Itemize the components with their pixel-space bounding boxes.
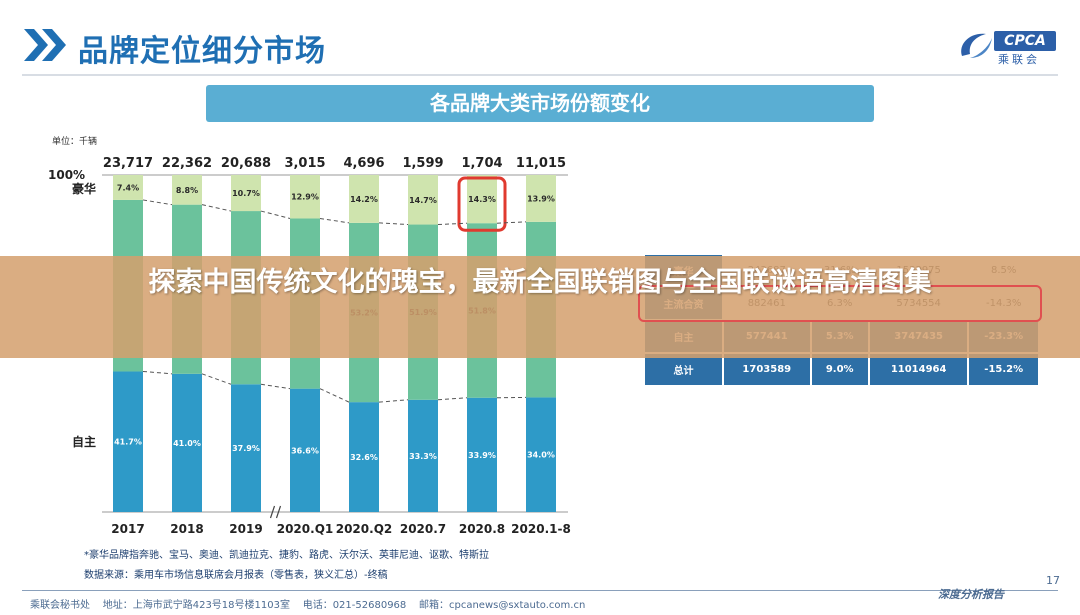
luxury-brand-footnote: *豪华品牌指奔驰、宝马、奥迪、凯迪拉克、捷豹、路虎、沃尔沃、英菲尼迪、讴歌、特斯… (84, 550, 489, 561)
headline-overlay (0, 256, 1080, 358)
data-label: 14.7% (409, 196, 437, 205)
axis-break-mark (269, 505, 276, 519)
chevron-right-icon (24, 29, 66, 61)
x-tick-label: 2020.Q1 (277, 522, 334, 536)
data-label: 37.9% (232, 444, 260, 453)
page-title: 品牌定位细分市场 (78, 34, 326, 69)
bar-segment (113, 371, 143, 512)
connector-line (260, 210, 291, 219)
data-label: 36.6% (291, 446, 319, 455)
title-divider (22, 74, 1058, 76)
connector-line (378, 222, 409, 226)
bar-segment (408, 175, 438, 225)
footer-divider (22, 590, 1058, 591)
x-tick-label: 2020.1-8 (511, 522, 571, 536)
bar-segment (526, 175, 556, 222)
bar-segment (290, 388, 320, 512)
total-label: 3,015 (284, 156, 325, 171)
highlight-ring (457, 176, 507, 232)
cpca-logo-icon (961, 33, 992, 58)
bar-segment (231, 384, 261, 512)
data-label: 7.4% (117, 183, 139, 192)
bar-segment (349, 175, 379, 223)
data-label: 12.9% (291, 193, 319, 202)
total-label: 4,696 (343, 156, 384, 171)
data-label: 13.9% (527, 194, 555, 203)
data-label: 8.8% (176, 186, 198, 195)
series-label: 自主 (72, 434, 96, 449)
y-label-100: 100% (48, 168, 85, 182)
page-header: 品牌定位细分市场 CPCA 乘联会 (0, 0, 1080, 80)
x-tick-label: 2020.8 (459, 522, 505, 536)
unit-label: 单位：千辆 (52, 137, 98, 147)
data-label: 14.3% (468, 195, 496, 204)
table-row-highlight (638, 285, 1042, 322)
connector-line (260, 383, 291, 390)
connector-line (319, 217, 350, 224)
cpca-logo-cn: 乘联会 (998, 53, 1040, 66)
overlay-headline: 探索中国传统文化的瑰宝，最新全国联销图与全国联谜语高清图集 (148, 267, 932, 298)
bar-segment (172, 175, 202, 205)
x-tick-label: 2020.Q2 (336, 522, 393, 536)
total-label: 1,599 (402, 156, 443, 171)
connector-line (201, 373, 232, 385)
bar-segment (172, 373, 202, 512)
cpca-logo-text: CPCA (994, 31, 1056, 51)
x-tick-label: 2018 (170, 522, 203, 536)
connector-line (142, 370, 173, 375)
connector-line (201, 204, 232, 212)
total-label: 22,362 (162, 156, 212, 171)
connector-line (378, 399, 409, 403)
bar-segment (467, 397, 497, 512)
bar-segment (467, 175, 497, 224)
chart-banner-title: 各品牌大类市场份额变化 (206, 85, 874, 122)
series-label: 豪华 (72, 181, 96, 196)
data-label: 34.0% (527, 451, 555, 460)
data-label: 10.7% (232, 189, 260, 198)
bar-segment (113, 175, 143, 200)
axis-break-mark (275, 505, 282, 519)
table-row: 总计 1703589 9.0% 11014964 -15.2% (643, 352, 1040, 387)
connector-line (319, 388, 350, 403)
x-tick-label: 2019 (229, 522, 262, 536)
data-label: 32.6% (350, 453, 378, 462)
data-label: 41.7% (114, 438, 142, 447)
total-label: 23,717 (103, 156, 153, 171)
bar-segment (526, 397, 556, 512)
connector-line (437, 222, 468, 226)
total-label: 20,688 (221, 156, 271, 171)
data-label: 41.0% (173, 439, 201, 448)
bar-segment (408, 399, 438, 512)
connector-line (496, 221, 527, 224)
bar-segment (290, 175, 320, 219)
total-label: 1,704 (461, 156, 502, 171)
data-label: 33.9% (468, 451, 496, 460)
connector-line (142, 199, 173, 206)
data-label: 14.2% (350, 195, 378, 204)
total-label: 11,015 (516, 156, 566, 171)
bar-segment (349, 402, 379, 512)
data-label: 33.3% (409, 452, 437, 461)
footer-address: 乘联会秘书处 地址：上海市武宁路423号18号楼1103室 电话：021-526… (30, 600, 586, 611)
page-number: 17 (1046, 574, 1060, 587)
x-tick-label: 2020.7 (400, 522, 446, 536)
x-tick-label: 2017 (111, 522, 144, 536)
footer-report-label: 深度分析报告 (938, 588, 1004, 601)
data-source-footnote: 数据来源：乘用车市场信息联席会月报表（零售表，狭义汇总）-终稿 (84, 570, 388, 581)
connector-line (437, 397, 468, 401)
bar-segment (231, 175, 261, 212)
